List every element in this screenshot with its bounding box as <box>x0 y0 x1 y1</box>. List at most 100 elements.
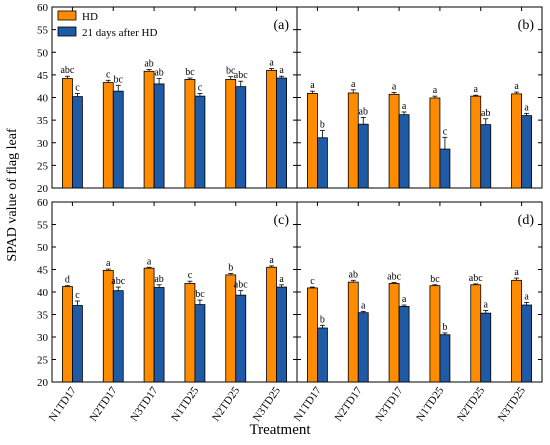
bar <box>429 285 441 383</box>
significance-letter: b <box>228 263 233 274</box>
significance-letter: a <box>106 258 111 269</box>
bar <box>225 79 237 189</box>
bar <box>429 97 441 189</box>
x-tick-label: N1TD17 <box>292 384 325 423</box>
panel-3: cbN1TD17abaN2TD17abcaN3TD17bcbN1TD25abca… <box>292 201 543 424</box>
significance-letter: ab <box>154 67 163 78</box>
panel-label: (c) <box>273 213 289 228</box>
panel-label: (b) <box>518 18 535 33</box>
significance-letter: a <box>524 291 529 302</box>
significance-letter: bc <box>226 66 236 77</box>
bar <box>153 83 165 189</box>
significance-letter: a <box>310 80 315 91</box>
bar <box>470 95 482 189</box>
significance-letter: c <box>75 82 80 93</box>
y-tick-label: 60 <box>37 2 49 14</box>
y-tick-label: 25 <box>37 160 49 172</box>
panel-2: 202530354045505560dcN1TD17aabcN2TD17aabN… <box>37 197 298 424</box>
panel-frame <box>296 6 543 189</box>
panel-frame <box>296 201 543 383</box>
significance-letter: bc <box>430 274 440 285</box>
bar <box>388 283 400 383</box>
bar <box>112 290 124 383</box>
bar <box>439 148 451 189</box>
bar <box>480 312 492 383</box>
significance-letter: abc <box>234 70 248 81</box>
significance-letter: a <box>514 81 519 92</box>
significance-letter: a <box>269 58 274 69</box>
x-tick-label: N3TD17 <box>128 384 161 423</box>
bar <box>153 287 165 383</box>
significance-letter: b <box>442 322 447 333</box>
significance-letter: ab <box>359 106 368 117</box>
significance-letter: b <box>320 120 325 131</box>
bar <box>347 281 359 383</box>
significance-letter: bc <box>114 74 124 85</box>
significance-letter: a <box>524 102 529 113</box>
bar <box>439 334 451 383</box>
significance-letter: c <box>106 69 111 80</box>
bar <box>511 93 522 189</box>
significance-letter: c <box>188 270 193 281</box>
significance-letter: a <box>484 299 489 310</box>
significance-letter: a <box>361 300 366 311</box>
significance-letter: abc <box>469 273 483 284</box>
significance-letter: c <box>310 276 315 287</box>
y-tick-label: 60 <box>37 197 49 209</box>
significance-letter: c <box>198 82 203 93</box>
bar <box>102 269 114 383</box>
bar <box>235 294 247 383</box>
legend-label: HD <box>82 11 98 23</box>
y-tick-label: 45 <box>37 265 49 277</box>
x-tick-label: N3TD25 <box>496 384 529 423</box>
significance-letter: a <box>402 101 407 112</box>
bar <box>62 78 73 189</box>
bar <box>143 267 155 383</box>
bar <box>398 305 410 383</box>
bar <box>521 304 532 383</box>
significance-letter: a <box>392 82 397 93</box>
bar <box>235 86 247 189</box>
y-tick-label: 35 <box>37 310 49 322</box>
bar <box>357 312 369 383</box>
significance-letter: ab <box>144 58 153 69</box>
y-tick-label: 25 <box>37 355 49 367</box>
bar <box>184 283 196 383</box>
bar <box>511 279 522 383</box>
bar <box>225 274 237 383</box>
bar <box>194 95 206 189</box>
significance-letter: a <box>351 79 356 90</box>
bar <box>307 287 318 383</box>
significance-letter: abc <box>387 272 401 283</box>
y-tick-label: 30 <box>37 138 49 150</box>
bar <box>62 286 73 383</box>
legend-swatch <box>57 10 77 21</box>
bar <box>102 82 114 189</box>
bar <box>307 93 318 189</box>
legend-label: 21 days after HD <box>82 27 158 39</box>
bar <box>184 79 196 189</box>
significance-letter: c <box>443 126 448 137</box>
significance-letter: a <box>279 65 284 76</box>
bar <box>266 266 277 383</box>
y-tick-label: 45 <box>37 70 49 82</box>
panel-frame <box>51 201 298 383</box>
x-tick-label: N3TD25 <box>251 384 284 423</box>
significance-letter: ab <box>349 269 358 280</box>
x-axis-label: Treatment <box>249 422 311 438</box>
significance-letter: a <box>474 84 479 95</box>
legend-swatch <box>57 26 77 37</box>
significance-letter: a <box>402 294 407 305</box>
y-tick-label: 20 <box>37 183 49 195</box>
bar <box>276 286 287 383</box>
bar <box>470 284 482 383</box>
significance-letter: bc <box>195 289 205 300</box>
x-tick-label: N2TD17 <box>332 384 365 423</box>
bar <box>72 305 83 383</box>
significance-letter: a <box>147 256 152 267</box>
bar <box>317 327 328 383</box>
significance-letter: ab <box>154 274 163 285</box>
